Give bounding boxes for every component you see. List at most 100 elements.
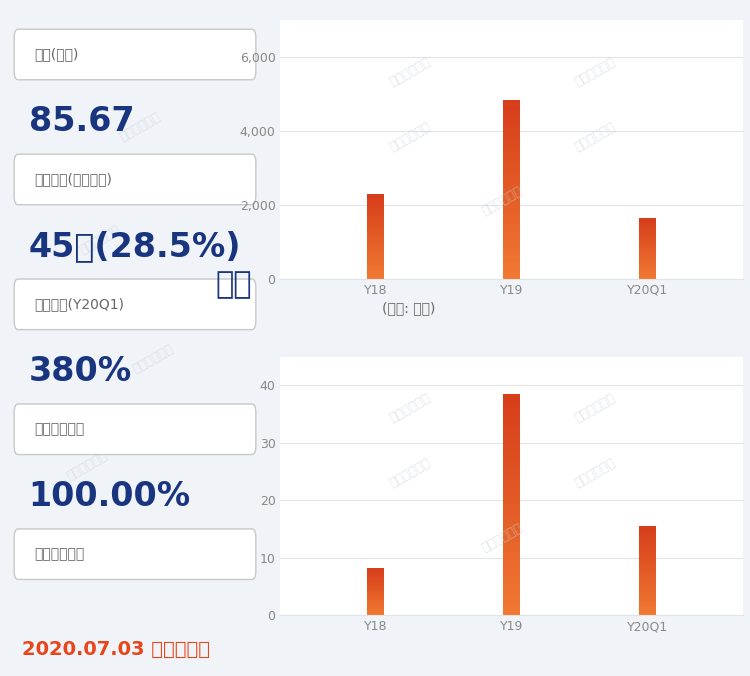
Bar [639, 277, 656, 278]
Bar [503, 602, 520, 604]
Bar [368, 249, 384, 250]
Bar [639, 239, 656, 240]
Bar [639, 582, 656, 583]
Bar [639, 225, 656, 226]
Bar [503, 413, 520, 416]
Bar [639, 604, 656, 605]
Bar [503, 491, 520, 493]
Bar [503, 441, 520, 443]
Bar [503, 142, 520, 145]
Bar [639, 234, 656, 235]
Bar [503, 120, 520, 122]
Bar [639, 567, 656, 569]
Bar [639, 564, 656, 565]
Bar [639, 263, 656, 264]
Bar [503, 196, 520, 198]
Bar [503, 425, 520, 427]
Bar [368, 229, 384, 230]
Bar [639, 544, 656, 545]
Bar [368, 241, 384, 242]
Bar [639, 573, 656, 574]
Bar [639, 606, 656, 607]
Bar [503, 145, 520, 147]
Bar [639, 612, 656, 613]
Bar [503, 471, 520, 474]
Bar [503, 243, 520, 245]
Bar [503, 268, 520, 270]
Bar [639, 538, 656, 539]
Bar [639, 554, 656, 555]
Bar [503, 596, 520, 598]
Bar [503, 518, 520, 521]
Bar [503, 405, 520, 408]
Bar [503, 263, 520, 266]
Bar [368, 232, 384, 233]
Bar [639, 269, 656, 270]
Bar [368, 207, 384, 208]
Bar [368, 231, 384, 232]
Bar [503, 220, 520, 223]
Bar [503, 410, 520, 413]
Bar [368, 263, 384, 264]
Bar [503, 131, 520, 133]
Bar [639, 577, 656, 579]
Bar [368, 196, 384, 197]
Bar [503, 201, 520, 203]
Bar [503, 593, 520, 596]
Bar [639, 222, 656, 223]
Bar [639, 240, 656, 241]
Bar [368, 269, 384, 270]
Bar [503, 394, 520, 397]
Bar [639, 237, 656, 238]
Bar [639, 546, 656, 548]
Text: 2020.07.03 收到问询函: 2020.07.03 收到问询函 [22, 640, 211, 659]
Bar [368, 195, 384, 196]
Bar [503, 223, 520, 225]
Bar [503, 477, 520, 480]
Bar [503, 565, 520, 568]
Bar [503, 252, 520, 254]
Bar [503, 140, 520, 142]
Bar [503, 210, 520, 212]
Bar [503, 458, 520, 460]
Bar [639, 236, 656, 237]
Bar [368, 239, 384, 241]
Bar [503, 176, 520, 178]
Bar [503, 227, 520, 230]
Bar [503, 160, 520, 162]
Bar [503, 151, 520, 153]
Bar [503, 560, 520, 562]
FancyBboxPatch shape [14, 529, 256, 579]
Bar [503, 549, 520, 552]
Bar [368, 213, 384, 214]
Bar [639, 588, 656, 589]
Bar [503, 218, 520, 220]
Bar [368, 203, 384, 205]
Bar [639, 587, 656, 588]
Bar [503, 241, 520, 243]
Bar [639, 220, 656, 221]
Bar [503, 245, 520, 247]
Bar [639, 228, 656, 229]
Bar [639, 605, 656, 606]
Text: 每日经济新闻: 每日经济新闻 [387, 456, 433, 490]
Bar [503, 111, 520, 113]
Bar [639, 592, 656, 593]
Bar [368, 198, 384, 199]
Bar [503, 562, 520, 565]
Bar [503, 488, 520, 491]
Bar [503, 180, 520, 183]
Bar [503, 402, 520, 405]
Bar [639, 581, 656, 582]
Bar [368, 260, 384, 261]
Bar [503, 483, 520, 485]
Bar [503, 480, 520, 483]
Bar [503, 546, 520, 549]
Bar [503, 239, 520, 241]
Bar [639, 602, 656, 603]
Bar [639, 226, 656, 227]
Bar [368, 252, 384, 254]
Bar [368, 243, 384, 244]
Bar [368, 205, 384, 206]
Bar [639, 270, 656, 271]
